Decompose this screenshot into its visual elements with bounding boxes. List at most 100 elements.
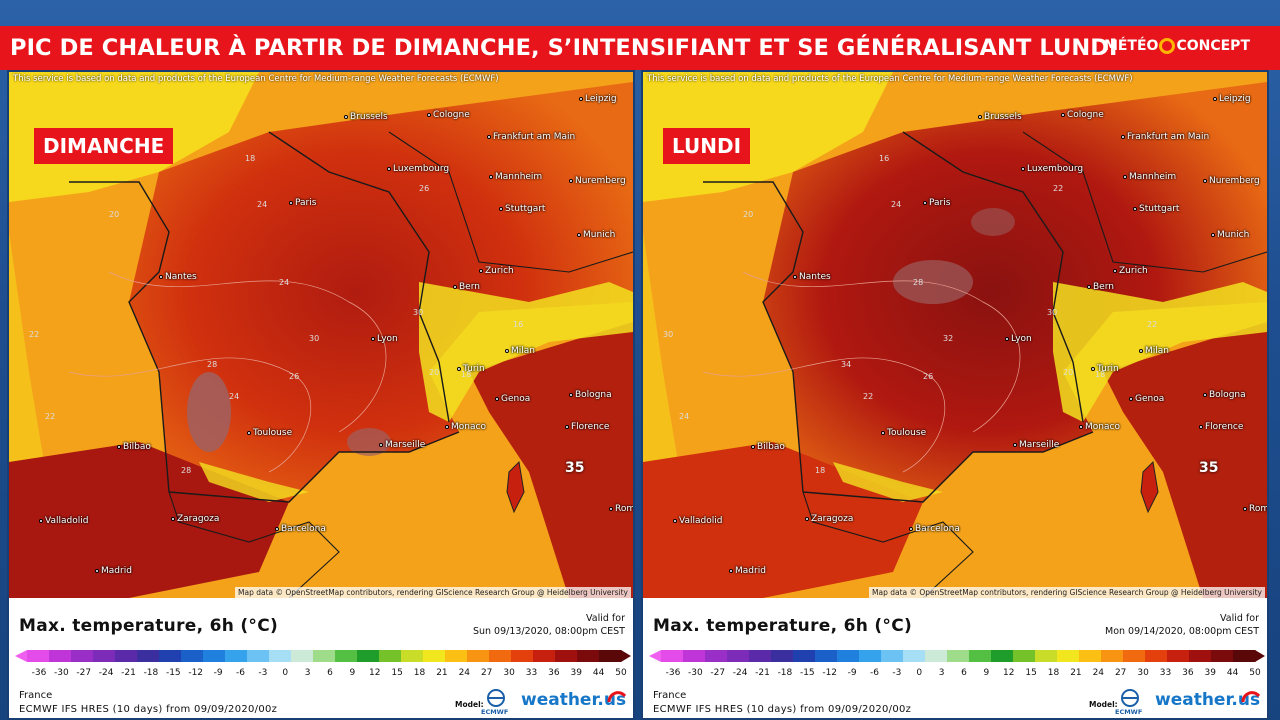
coastline <box>69 181 460 503</box>
hotspot-area <box>187 372 231 452</box>
city-marker-icon <box>1243 506 1247 511</box>
scale-tick-label: -3 <box>258 668 267 678</box>
city-label: Leipzig <box>579 94 617 104</box>
color-scale-swatch <box>291 650 314 662</box>
color-scale-swatch <box>445 650 468 662</box>
city-label: Rome <box>609 504 633 514</box>
scale-tick-label: 9 <box>350 668 356 678</box>
isotherm-label: 34 <box>841 360 852 369</box>
valid-label: Valid for <box>1220 613 1259 624</box>
city-name: Leipzig <box>1219 94 1251 104</box>
scale-tick-label: 12 <box>1003 668 1014 678</box>
city-name: Valladolid <box>679 516 723 526</box>
city-label: Lyon <box>371 334 398 344</box>
isotherm-label: 18 <box>815 466 826 475</box>
ecmwf-logo-icon <box>483 688 509 718</box>
city-label: Lyon <box>1005 334 1032 344</box>
pyrenees-cool-zone <box>199 462 309 502</box>
city-marker-icon <box>1213 96 1217 101</box>
city-name: Cologne <box>433 110 470 120</box>
model-prefix: Model: <box>1089 700 1118 709</box>
isotherm-line-2 <box>68 357 312 473</box>
osm-credit: Map data © OpenStreetMap contributors, r… <box>235 587 631 598</box>
city-name: Bern <box>1093 282 1114 292</box>
city-label: Barcelona <box>275 524 326 534</box>
weather-us-sun-icon <box>605 684 627 706</box>
map-svg <box>9 72 633 598</box>
city-label: Marseille <box>1013 440 1059 450</box>
color-scale-swatch <box>661 650 684 662</box>
city-label: Toulouse <box>881 428 926 438</box>
color-scale-swatch <box>1013 650 1036 662</box>
scale-tick-label: 27 <box>481 668 492 678</box>
color-scale-swatch <box>969 650 992 662</box>
scale-tick-label: 15 <box>391 668 402 678</box>
scale-tick-label: -15 <box>800 668 815 678</box>
city-label: Bologna <box>1203 390 1246 400</box>
city-label: Nantes <box>793 272 831 282</box>
city-name: Rome <box>1249 504 1267 514</box>
city-marker-icon <box>978 114 982 119</box>
color-scale-swatch <box>159 650 182 662</box>
city-marker-icon <box>1113 268 1117 273</box>
city-label: Frankfurt am Main <box>487 132 575 142</box>
color-scale-swatch <box>1145 650 1168 662</box>
color-scale-swatch <box>511 650 534 662</box>
city-label: Rome <box>1243 504 1267 514</box>
city-marker-icon <box>909 526 913 531</box>
color-scale-swatch <box>1211 650 1234 662</box>
isotherm-label: 26 <box>419 184 430 193</box>
max-temp-marker: 35 <box>1199 460 1219 476</box>
scale-tick-label: 9 <box>984 668 990 678</box>
city-label: Valladolid <box>673 516 722 526</box>
city-label: Marseille <box>379 440 425 450</box>
color-scale-swatch <box>1123 650 1146 662</box>
scale-tick-label: -18 <box>144 668 159 678</box>
city-name: Madrid <box>735 566 766 576</box>
scale-tick-label: 3 <box>305 668 311 678</box>
city-name: Zaragoza <box>811 514 854 524</box>
city-marker-icon <box>569 392 573 397</box>
scale-tick-label: 30 <box>1137 668 1149 678</box>
model-run-label: ECMWF IFS HRES (10 days) from 09/09/2020… <box>653 704 912 715</box>
city-label: Frankfurt am Main <box>1121 132 1209 142</box>
valid-label: Valid for <box>586 613 625 624</box>
city-label: Bologna <box>569 390 612 400</box>
color-scale-swatch <box>925 650 948 662</box>
city-marker-icon <box>579 96 583 101</box>
city-name: Florence <box>571 422 610 432</box>
city-label: Mannheim <box>1123 172 1176 182</box>
color-scale-swatch <box>115 650 138 662</box>
city-label: Leipzig <box>1213 94 1251 104</box>
city-name: Marseille <box>1019 440 1060 450</box>
isotherm-label: 24 <box>257 200 268 209</box>
city-label: Luxembourg <box>387 164 449 174</box>
city-name: Zaragoza <box>177 514 220 524</box>
city-marker-icon <box>805 516 809 521</box>
city-label: Brussels <box>978 112 1022 122</box>
isotherm-label: 30 <box>413 308 424 317</box>
scale-arrow-left-icon <box>15 650 27 662</box>
scale-arrow-right-icon <box>621 650 631 662</box>
city-marker-icon <box>171 516 175 521</box>
color-scale-swatch <box>599 650 622 662</box>
scale-tick-label: -21 <box>121 668 136 678</box>
city-label: Bern <box>453 282 480 292</box>
color-scale: -36 -30 -27 -24 -21 -18 -15 -12 -9 -6 -3 0 3 6 9 12 15 18… <box>9 640 633 680</box>
color-scale-swatch <box>313 650 336 662</box>
legend-title: Max. temperature, 6h (°C) <box>653 616 913 636</box>
brand-left: MÉTÉO <box>1103 38 1159 54</box>
color-scale-swatch <box>837 650 860 662</box>
border-line-2 <box>1022 131 1267 273</box>
isotherm-label: 22 <box>1147 320 1158 329</box>
city-label: Paris <box>289 198 316 208</box>
city-marker-icon <box>1013 442 1017 447</box>
map-panel-lundi: This service is based on data and produc… <box>641 70 1269 720</box>
isotherm-label: 30 <box>309 334 320 343</box>
scale-tick-label: -18 <box>778 668 793 678</box>
scale-tick-label: -27 <box>710 668 725 678</box>
isotherm-label: 22 <box>863 392 874 401</box>
scale-tick-label: -36 <box>666 668 681 678</box>
coastline <box>703 181 1094 503</box>
city-label: Bilbao <box>751 442 785 452</box>
